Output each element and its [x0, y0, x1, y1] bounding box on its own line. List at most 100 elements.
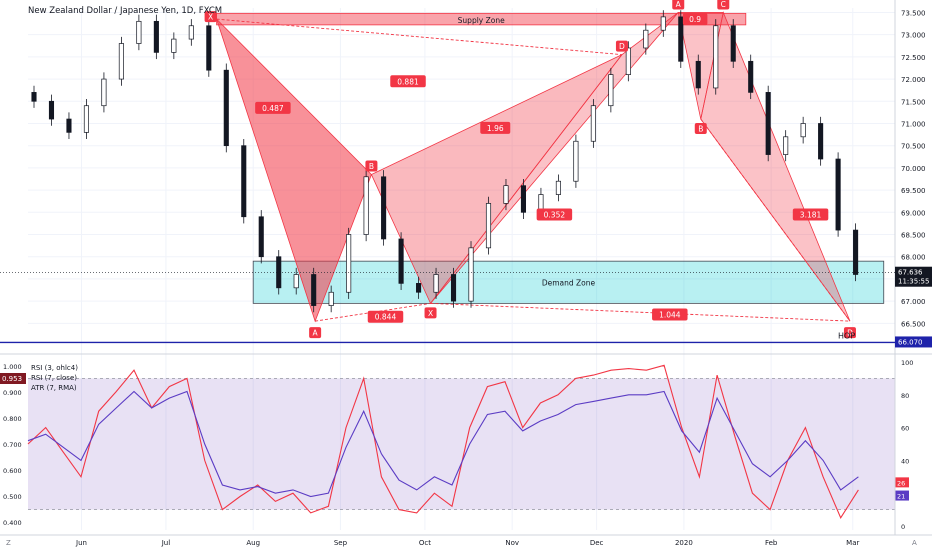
- candle-body: [311, 274, 317, 306]
- ratio-label: 0.844: [375, 313, 397, 322]
- candle-body: [276, 256, 282, 289]
- indicator-left-tick: 0.700: [3, 441, 22, 449]
- candle-body: [206, 25, 212, 71]
- candle-body: [660, 16, 666, 31]
- pattern-point-badge: [365, 160, 378, 172]
- indicator-value-text: 21: [897, 493, 905, 501]
- candle-body: [573, 140, 579, 182]
- date-tick-label: Sep: [334, 539, 348, 547]
- candle-body: [765, 92, 771, 155]
- candle-body: [101, 78, 107, 107]
- candle-body: [241, 145, 247, 218]
- pattern-point-badge: [204, 11, 217, 23]
- ratio-label: 0.881: [397, 77, 419, 86]
- indicator-left-tick: 0.900: [3, 389, 22, 397]
- price-tick-label: 69.000: [901, 209, 926, 217]
- candle-body: [83, 105, 89, 133]
- ratio-badge: [390, 75, 426, 88]
- corner-label-left: Z: [6, 539, 11, 547]
- indicator-right-tick: 60: [901, 425, 909, 433]
- pattern-point-label: X: [208, 13, 213, 22]
- candle-body: [748, 60, 754, 93]
- pattern-point-label: B: [369, 162, 374, 171]
- ratio-line-ax: [315, 302, 431, 322]
- indicator-right-tick: 0: [901, 523, 905, 531]
- ratio-line-xd: [216, 18, 622, 56]
- indicator-pane: RSI (3, ohlc4) RSI (7, close) ATR (7, RMA)…: [0, 359, 913, 531]
- rsi-band: [28, 378, 895, 510]
- candle-body: [608, 74, 614, 107]
- candle-body: [171, 38, 177, 53]
- price-tick-label: 73.000: [901, 32, 926, 40]
- harmonic-patterns: [216, 11, 851, 323]
- demand-zone-label: Demand Zone: [542, 278, 596, 287]
- candle-body: [555, 180, 561, 195]
- indicator-legend-item: RSI (3, ohlc4): [31, 364, 78, 372]
- candle-body: [188, 25, 194, 40]
- candle-body: [835, 158, 841, 231]
- ratio-label: 0.487: [262, 104, 284, 113]
- indicator-right-tick: 100: [901, 359, 913, 367]
- candle-body: [468, 247, 474, 302]
- candle-body: [713, 25, 719, 89]
- rsi7-series: [27, 390, 859, 498]
- price-tick-label: 72.000: [901, 76, 926, 84]
- candle-body: [818, 123, 824, 160]
- date-tick-label: 2020: [675, 539, 693, 547]
- price-tick-label: 66.500: [901, 320, 926, 328]
- pattern-labels: X A B X D A B C D 0.881 0.487 1.96 0.844 0.352 0.9 1.04…: [204, 0, 856, 339]
- price-tick-label: 70.500: [901, 143, 926, 151]
- pattern-point-badge: [615, 40, 628, 52]
- pattern-point-badge: [717, 0, 730, 10]
- ratio-label: 0.9: [689, 15, 701, 24]
- candle-body: [433, 274, 439, 293]
- price-tick-label: 71.500: [901, 98, 926, 106]
- pattern-point-label: A: [313, 329, 319, 338]
- candle-body: [485, 203, 492, 249]
- pattern-point-badge: [694, 123, 707, 135]
- candle-body: [853, 229, 859, 275]
- price-tick-label: 68.000: [901, 254, 926, 262]
- indicator-left-tick: 0.800: [3, 415, 22, 423]
- date-tick-label: Aug: [246, 539, 260, 547]
- candle-body: [590, 105, 596, 142]
- ratio-badge: [792, 208, 829, 221]
- harmonic-triangle-xab: [216, 18, 372, 323]
- rsi-value-badge: [0, 373, 26, 384]
- candle-body: [520, 185, 527, 213]
- ratio-badge: [652, 308, 688, 321]
- date-tick-label: Oct: [419, 539, 431, 547]
- hop-label: HOP: [838, 331, 855, 340]
- pattern-point-label: D: [847, 329, 853, 338]
- pattern-point-label: C: [721, 0, 726, 9]
- candle-body: [363, 176, 369, 235]
- ratio-badge: [682, 13, 708, 26]
- date-tick-label: Jun: [75, 539, 87, 547]
- candle-body: [31, 92, 37, 102]
- candle-body: [783, 136, 789, 155]
- harmonic-triangle-xda: [430, 12, 679, 304]
- indicator-right-tick: 80: [901, 392, 909, 400]
- candle-body: [153, 20, 159, 53]
- pattern-point-badge: [309, 327, 322, 339]
- candle-body: [293, 274, 299, 289]
- price-tick-label: 69.500: [901, 187, 926, 195]
- candle-body: [800, 123, 806, 138]
- candle-body: [398, 238, 404, 284]
- indicator-left-tick: 0.500: [3, 493, 22, 501]
- price-tick-label: 72.500: [901, 54, 926, 62]
- candle-body: [118, 43, 124, 80]
- indicator-value-badge: [895, 490, 909, 501]
- current-price-badge: [895, 266, 932, 287]
- rsi-value-text: 0.953: [2, 375, 22, 383]
- candle-body: [258, 216, 264, 258]
- date-tick-label: Dec: [590, 539, 604, 547]
- price-tick-label: 70.000: [901, 165, 926, 173]
- chart-title: New Zealand Dollar / Japanese Yen, 1D, F…: [28, 6, 222, 16]
- price-tick-label: 71.000: [901, 120, 926, 128]
- candle-body: [66, 118, 72, 133]
- pattern-point-label: D: [619, 42, 625, 51]
- date-tick-label: Feb: [765, 539, 778, 547]
